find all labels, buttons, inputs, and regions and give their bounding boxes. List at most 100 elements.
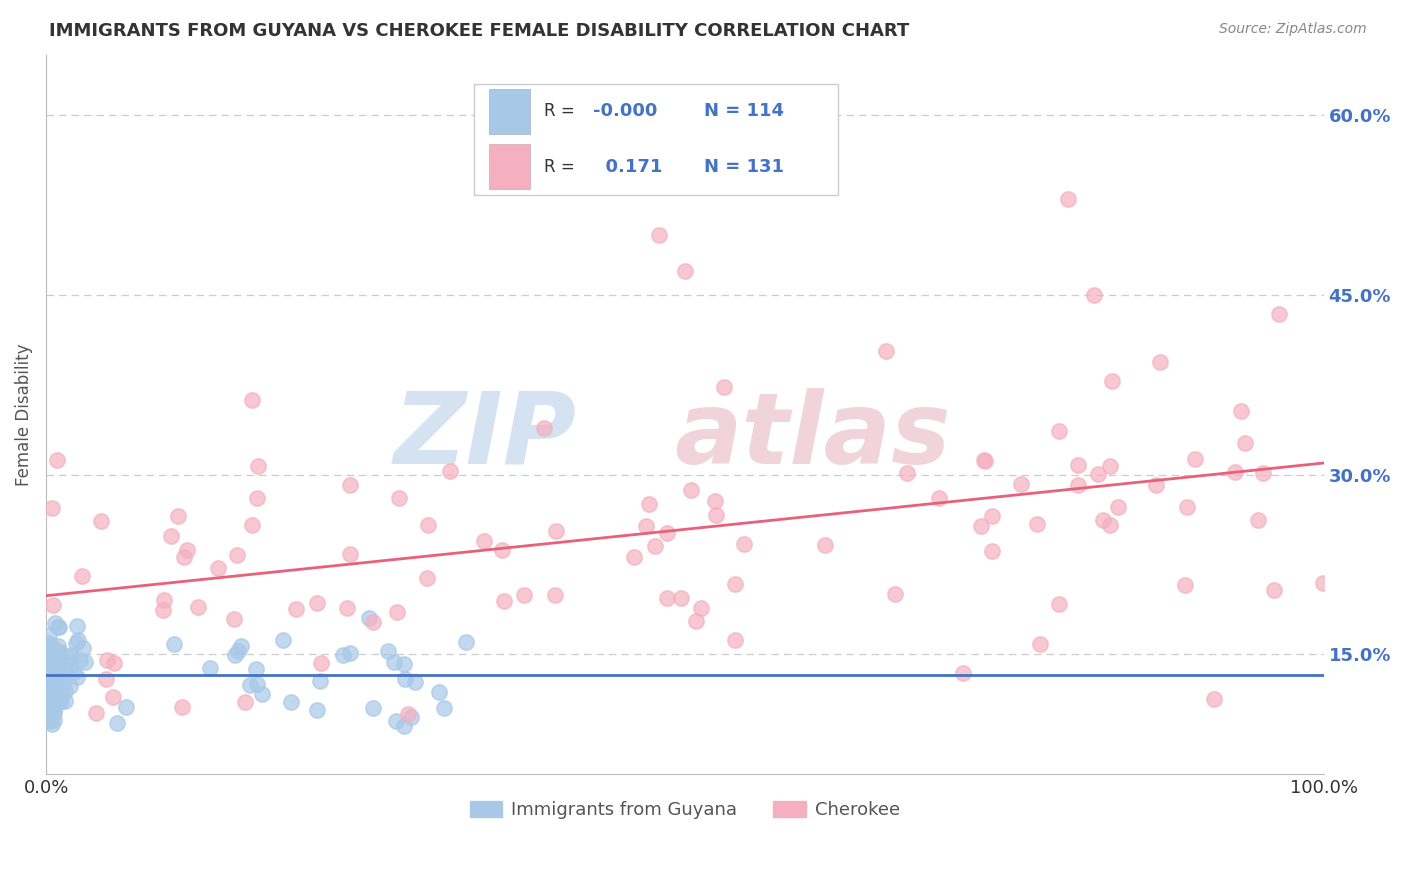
Point bbox=[49, 687, 72, 701]
Text: ZIP: ZIP bbox=[394, 388, 576, 484]
Point bbox=[38, 640, 60, 654]
Point bbox=[163, 637, 186, 651]
Point bbox=[1107, 500, 1129, 514]
Point bbox=[176, 542, 198, 557]
Point bbox=[671, 591, 693, 605]
Point bbox=[69, 653, 91, 667]
Point bbox=[655, 526, 678, 541]
Point bbox=[49, 667, 72, 681]
Point bbox=[38, 705, 60, 719]
Point bbox=[226, 644, 249, 658]
Point bbox=[399, 709, 422, 723]
Point bbox=[1175, 500, 1198, 514]
Point bbox=[280, 695, 302, 709]
Point bbox=[41, 688, 63, 702]
Point bbox=[45, 657, 67, 672]
Point bbox=[39, 640, 62, 654]
Point bbox=[1067, 478, 1090, 492]
Point bbox=[35, 690, 58, 704]
Point bbox=[38, 637, 60, 651]
Point bbox=[53, 693, 76, 707]
Point bbox=[704, 493, 727, 508]
Point bbox=[35, 674, 58, 689]
Point bbox=[240, 518, 263, 533]
Point bbox=[152, 603, 174, 617]
Point bbox=[160, 529, 183, 543]
Point bbox=[636, 518, 658, 533]
Point bbox=[42, 674, 65, 689]
Point bbox=[246, 491, 269, 506]
Point bbox=[339, 547, 361, 561]
Point bbox=[492, 594, 515, 608]
Point bbox=[1230, 403, 1253, 417]
Point bbox=[433, 701, 456, 715]
Point bbox=[339, 646, 361, 660]
Point bbox=[245, 662, 267, 676]
Text: R =: R = bbox=[544, 158, 575, 176]
Point bbox=[309, 673, 332, 688]
Point bbox=[37, 687, 59, 701]
Point bbox=[59, 650, 82, 665]
Point bbox=[690, 601, 713, 615]
Point bbox=[35, 657, 58, 672]
Point bbox=[42, 649, 65, 664]
Point bbox=[48, 620, 70, 634]
Point bbox=[240, 392, 263, 407]
Point bbox=[101, 690, 124, 704]
Point bbox=[173, 549, 195, 564]
Point bbox=[1233, 435, 1256, 450]
Point bbox=[1083, 287, 1105, 301]
Point bbox=[439, 464, 461, 478]
Point bbox=[46, 620, 69, 634]
Point bbox=[357, 611, 380, 625]
Point bbox=[55, 683, 77, 698]
Point bbox=[1174, 578, 1197, 592]
Point bbox=[981, 543, 1004, 558]
Point bbox=[42, 713, 65, 727]
Point bbox=[44, 616, 66, 631]
Point bbox=[246, 458, 269, 473]
Point bbox=[96, 672, 118, 686]
Point bbox=[233, 695, 256, 709]
Point bbox=[309, 656, 332, 670]
Point bbox=[644, 539, 666, 553]
Point bbox=[53, 659, 76, 673]
Point bbox=[45, 665, 67, 679]
Point bbox=[1312, 576, 1334, 591]
Point bbox=[427, 685, 450, 699]
Point bbox=[896, 466, 918, 480]
Point bbox=[41, 716, 63, 731]
Point bbox=[1144, 478, 1167, 492]
Point bbox=[198, 661, 221, 675]
Point bbox=[1263, 582, 1285, 597]
Point bbox=[37, 636, 59, 650]
Point bbox=[1099, 518, 1122, 533]
Point bbox=[404, 674, 426, 689]
Point bbox=[513, 588, 536, 602]
Point bbox=[724, 632, 747, 647]
Text: Source: ZipAtlas.com: Source: ZipAtlas.com bbox=[1219, 22, 1367, 37]
Point bbox=[59, 679, 82, 693]
Point bbox=[72, 640, 94, 655]
Point bbox=[363, 615, 385, 630]
Point bbox=[37, 662, 59, 676]
Point bbox=[491, 543, 513, 558]
Point bbox=[1067, 458, 1090, 472]
Point bbox=[46, 652, 69, 666]
Point bbox=[814, 538, 837, 552]
Legend: Immigrants from Guyana, Cherokee: Immigrants from Guyana, Cherokee bbox=[463, 794, 907, 826]
Point bbox=[42, 661, 65, 675]
Point bbox=[416, 571, 439, 585]
Point bbox=[724, 576, 747, 591]
Point bbox=[41, 673, 63, 687]
Point bbox=[66, 670, 89, 684]
Point bbox=[153, 593, 176, 607]
Point bbox=[39, 652, 62, 666]
Point bbox=[170, 700, 193, 714]
Point bbox=[49, 694, 72, 708]
Point bbox=[1267, 307, 1289, 321]
Point bbox=[973, 453, 995, 467]
Point bbox=[187, 599, 209, 614]
Point bbox=[46, 640, 69, 654]
Point bbox=[59, 658, 82, 673]
